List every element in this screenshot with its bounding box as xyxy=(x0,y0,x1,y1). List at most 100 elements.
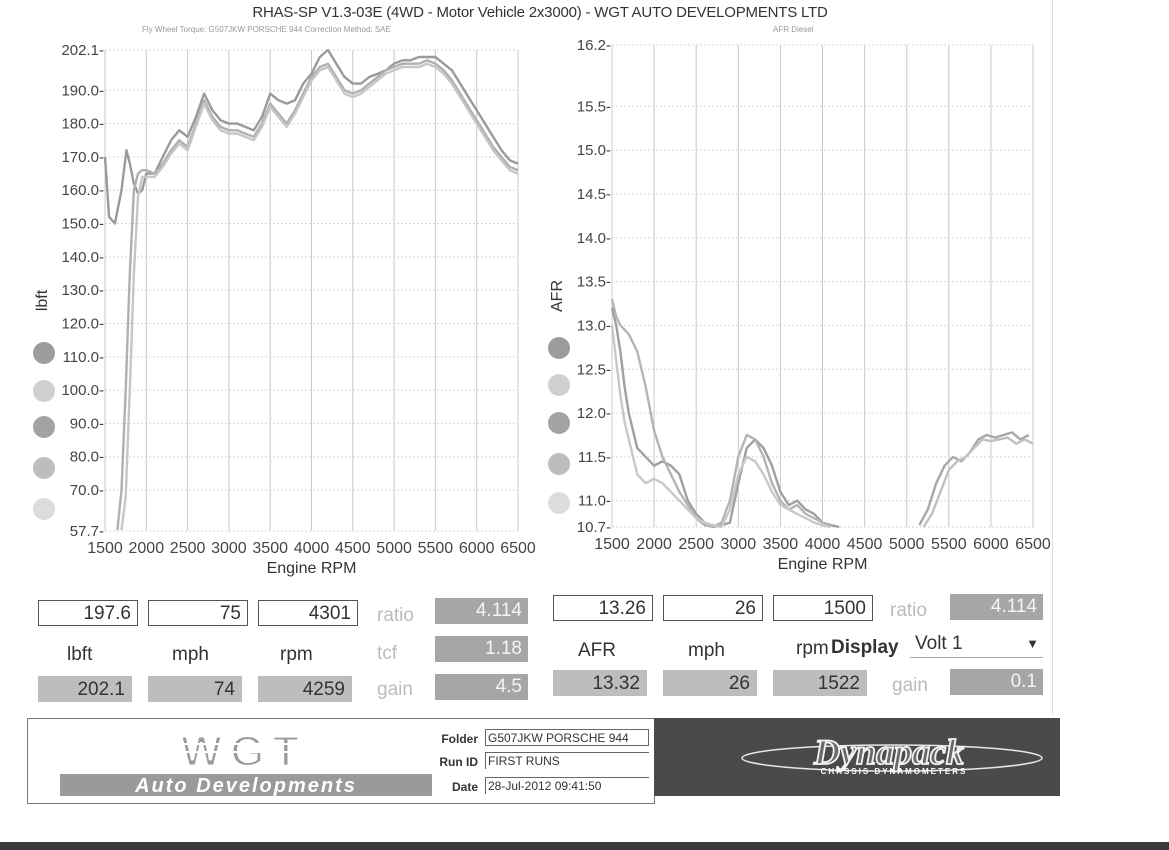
x-tick-label: 4500 xyxy=(847,536,883,553)
rpm-unit-label: rpm xyxy=(280,644,313,665)
run-dot-4[interactable] xyxy=(33,457,55,479)
y-tick-label: 13.5- xyxy=(577,274,611,291)
rpm-current-value: 4301 xyxy=(258,600,358,626)
afr-run-dot-2[interactable] xyxy=(548,374,570,396)
page-edge-line xyxy=(1052,0,1053,715)
y-tick-label: 202.1- xyxy=(61,42,104,59)
x-tick-label: 3500 xyxy=(763,536,799,553)
x-tick-label: 4500 xyxy=(335,540,371,557)
display-select-value: Volt 1 xyxy=(915,633,963,654)
x-tick-label: 5500 xyxy=(931,536,967,553)
y-tick-label: 15.0- xyxy=(577,142,611,159)
gain-value[interactable]: 4.5 xyxy=(435,674,528,700)
y-tick-label: 14.5- xyxy=(577,186,611,203)
date-field: 28-Jul-2012 09:41:50 xyxy=(485,777,649,794)
x-tick-label: 5000 xyxy=(376,540,412,557)
x-tick-label: 1500 xyxy=(594,536,630,553)
left-chart-subtitle: Fly Wheel Torque: G507JKW PORSCHE 944 Co… xyxy=(142,25,391,34)
afr-rpm-max-value: 1522 xyxy=(773,670,867,696)
display-select[interactable]: Volt 1 ▼ xyxy=(910,630,1043,658)
y-axis-label: lbft xyxy=(34,289,51,311)
run-dot-1[interactable] xyxy=(33,342,55,364)
tcf-label: tcf xyxy=(377,643,398,664)
y-tick-label: 150.0- xyxy=(61,216,104,233)
gain-label: gain xyxy=(377,679,413,700)
afr-ratio-label: ratio xyxy=(890,600,927,621)
series-line-1-5 xyxy=(922,436,1034,528)
speed-unit-label: mph xyxy=(172,644,209,665)
y-tick-label: 140.0- xyxy=(61,249,104,266)
afr-run-dot-4[interactable] xyxy=(548,453,570,475)
series-line-1-4 xyxy=(918,431,1030,526)
wgt-logo-subtext: Auto Developments xyxy=(134,775,357,797)
dynapack-logo: Dynapack CHASSIS DYNAMOMETERS xyxy=(654,718,1060,796)
x-tick-label: 5500 xyxy=(418,540,454,557)
afr-speed-unit-label: mph xyxy=(688,640,725,661)
afr-current-value: 13.26 xyxy=(553,595,653,621)
run-dot-5[interactable] xyxy=(33,498,55,520)
afr-unit-label: AFR xyxy=(578,640,616,661)
series-line-1-2 xyxy=(610,298,832,529)
y-tick-label: 110.0- xyxy=(63,349,104,366)
y-tick-label: 90.0- xyxy=(70,415,104,432)
afr-gain-value[interactable]: 0.1 xyxy=(950,669,1043,695)
y-tick-label: 14.0- xyxy=(577,230,611,247)
x-tick-label: 2000 xyxy=(129,540,165,557)
report-footer: WGT Auto Developments Folder G507JKW POR… xyxy=(27,718,1060,804)
tcf-value[interactable]: 1.18 xyxy=(435,636,528,662)
x-tick-label: 6000 xyxy=(459,540,495,557)
x-axis-label: Engine RPM xyxy=(267,560,357,577)
x-tick-label: 2500 xyxy=(678,536,714,553)
run-dot-3[interactable] xyxy=(33,416,55,438)
afr-run-dot-5[interactable] xyxy=(548,492,570,514)
ratio-value[interactable]: 4.114 xyxy=(435,598,528,624)
y-tick-label: 100.0- xyxy=(61,382,104,399)
speed-max-value: 74 xyxy=(148,676,242,702)
y-tick-label: 70.0- xyxy=(70,482,104,499)
x-tick-label: 6500 xyxy=(500,540,536,557)
rpm-max-value: 4259 xyxy=(258,676,352,702)
x-tick-label: 3000 xyxy=(211,540,247,557)
y-tick-label: 11.0- xyxy=(578,493,611,510)
display-label: Display xyxy=(831,637,899,658)
dropdown-arrow-icon: ▼ xyxy=(1026,636,1039,651)
runid-field: FIRST RUNS xyxy=(485,752,649,769)
y-tick-label: 12.5- xyxy=(577,361,611,378)
speed-current-value: 75 xyxy=(148,600,248,626)
torque-unit-label: lbft xyxy=(67,644,93,665)
y-tick-label: 13.0- xyxy=(577,317,611,334)
report-title: RHAS-SP V1.3-03E (4WD - Motor Vehicle 2x… xyxy=(252,4,828,21)
x-tick-label: 2000 xyxy=(636,536,672,553)
y-tick-label: 57.7- xyxy=(70,523,104,540)
run-dot-2[interactable] xyxy=(33,380,55,402)
series-line-0-2 xyxy=(116,59,519,531)
folder-label: Folder xyxy=(441,732,478,746)
torque-current-value: 197.6 xyxy=(38,600,138,626)
afr-speed-max-value: 26 xyxy=(663,670,757,696)
y-tick-label: 16.2- xyxy=(577,37,611,54)
y-tick-label: 160.0- xyxy=(61,182,104,199)
folder-field: G507JKW PORSCHE 944 xyxy=(485,729,649,746)
afr-run-dot-1[interactable] xyxy=(548,337,570,359)
afr-ratio-value[interactable]: 4.114 xyxy=(950,594,1043,620)
x-tick-label: 4000 xyxy=(805,536,841,553)
dynapack-logo-text: Dynapack xyxy=(813,732,964,772)
afr-max-value: 13.32 xyxy=(553,670,647,696)
y-tick-label: 11.5- xyxy=(578,449,611,466)
y-tick-label: 130.0- xyxy=(61,282,104,299)
afr-rpm-unit-label: rpm xyxy=(796,638,829,659)
afr-gain-label: gain xyxy=(892,675,928,696)
afr-speed-current-value: 26 xyxy=(663,595,763,621)
x-tick-label: 4000 xyxy=(294,540,330,557)
x-tick-label: 6000 xyxy=(973,536,1009,553)
x-axis-label: Engine RPM xyxy=(778,556,868,573)
series-line-0-3 xyxy=(120,62,519,531)
x-tick-label: 6500 xyxy=(1015,536,1051,553)
series-line-1-3 xyxy=(610,325,832,529)
dynapack-logo-subtext: CHASSIS DYNAMOMETERS xyxy=(821,767,968,776)
y-tick-label: 170.0- xyxy=(61,149,104,166)
y-tick-label: 80.0- xyxy=(70,449,104,466)
afr-run-dot-3[interactable] xyxy=(548,412,570,434)
x-tick-label: 2500 xyxy=(170,540,206,557)
scan-edge-band xyxy=(0,842,1169,850)
